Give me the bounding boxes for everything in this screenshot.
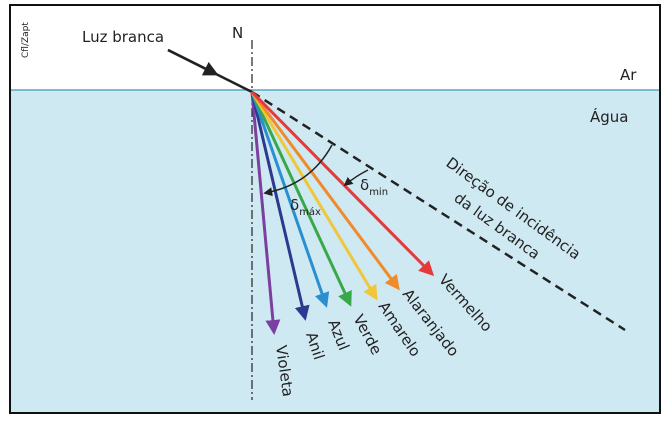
subscript: máx <box>299 206 321 218</box>
medium-bottom: Água <box>590 107 628 126</box>
page: Cfl/Zapt N Luz branca Ar Água Violeta An… <box>0 0 663 423</box>
diagram: Cfl/Zapt N Luz branca Ar Água Violeta An… <box>0 0 663 423</box>
subscript: min <box>369 187 388 198</box>
incident-label: Luz branca <box>82 28 164 46</box>
credit: Cfl/Zapt <box>21 22 31 58</box>
delta: δ <box>290 196 299 214</box>
normal-label: N <box>232 24 243 42</box>
medium-top: Ar <box>620 66 637 84</box>
delta: δ <box>360 176 369 194</box>
